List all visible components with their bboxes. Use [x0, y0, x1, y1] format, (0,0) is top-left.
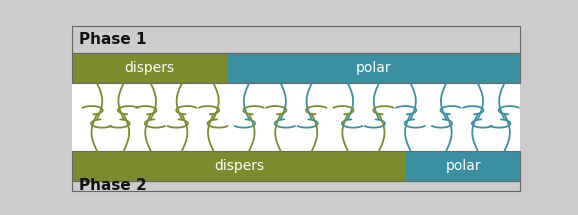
Bar: [72, 26, 520, 53]
Text: Phase 1: Phase 1: [79, 32, 146, 47]
Bar: [72, 53, 227, 83]
Bar: [72, 181, 520, 191]
Bar: [72, 151, 406, 181]
Text: dispers: dispers: [214, 159, 264, 173]
Text: Phase 2: Phase 2: [79, 178, 147, 194]
Bar: [72, 83, 520, 151]
Text: dispers: dispers: [124, 61, 175, 75]
Text: polar: polar: [445, 159, 481, 173]
Bar: [72, 53, 520, 83]
Text: polar: polar: [355, 61, 391, 75]
Bar: [72, 151, 520, 181]
Bar: [406, 151, 520, 181]
Bar: [227, 53, 520, 83]
